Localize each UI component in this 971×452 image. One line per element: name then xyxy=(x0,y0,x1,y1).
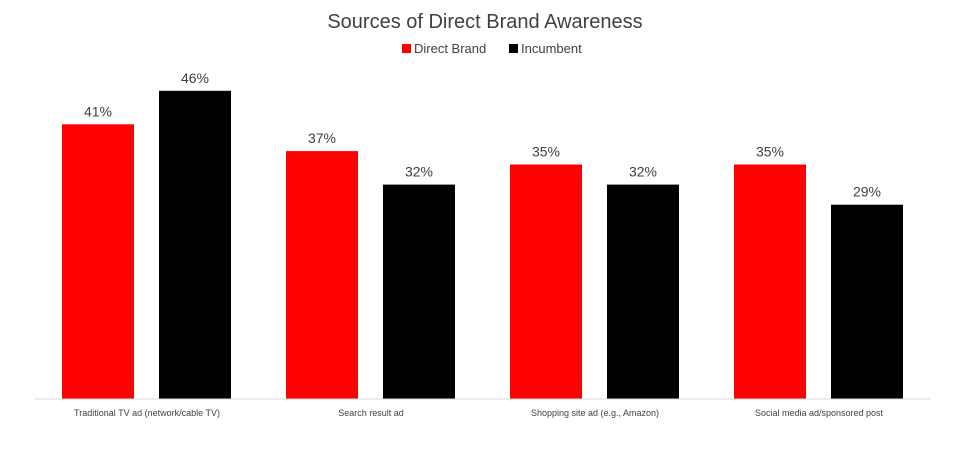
x-tick-label-0: Traditional TV ad (network/cable TV) xyxy=(74,408,220,418)
x-tick-labels-group: Traditional TV ad (network/cable TV) Sear… xyxy=(74,408,883,418)
bar-incumbent-0 xyxy=(159,90,231,400)
legend-label-direct-brand: Direct Brand xyxy=(414,41,486,56)
bar-direct-brand-2 xyxy=(510,164,582,399)
data-label-direct-brand-1: 37% xyxy=(308,130,336,146)
bars-group xyxy=(62,90,903,400)
bar-incumbent-3 xyxy=(831,204,903,399)
x-tick-label-2: Shopping site ad (e.g., Amazon) xyxy=(531,408,659,418)
legend-swatch-incumbent xyxy=(509,44,518,53)
data-label-direct-brand-3: 35% xyxy=(756,144,784,160)
bar-direct-brand-0 xyxy=(62,124,134,400)
bar-incumbent-1 xyxy=(383,184,455,399)
data-label-incumbent-1: 32% xyxy=(405,164,433,180)
data-label-incumbent-2: 32% xyxy=(629,164,657,180)
bar-incumbent-2 xyxy=(607,184,679,399)
data-labels-group: 41% 46% 37% 32% 35% 32% 35% 29% xyxy=(84,70,881,200)
data-label-direct-brand-0: 41% xyxy=(84,103,112,119)
data-label-incumbent-3: 29% xyxy=(853,184,881,200)
data-label-direct-brand-2: 35% xyxy=(532,144,560,160)
data-label-incumbent-0: 46% xyxy=(181,70,209,86)
chart-title: Sources of Direct Brand Awareness xyxy=(327,11,642,33)
bar-direct-brand-3 xyxy=(734,164,806,399)
legend-swatch-direct-brand xyxy=(402,44,411,53)
x-tick-label-3: Social media ad/sponsored post xyxy=(755,408,884,418)
x-tick-label-1: Search result ad xyxy=(338,408,404,418)
legend: Direct Brand Incumbent xyxy=(402,41,582,56)
bar-direct-brand-1 xyxy=(286,151,358,399)
legend-label-incumbent: Incumbent xyxy=(521,41,582,56)
